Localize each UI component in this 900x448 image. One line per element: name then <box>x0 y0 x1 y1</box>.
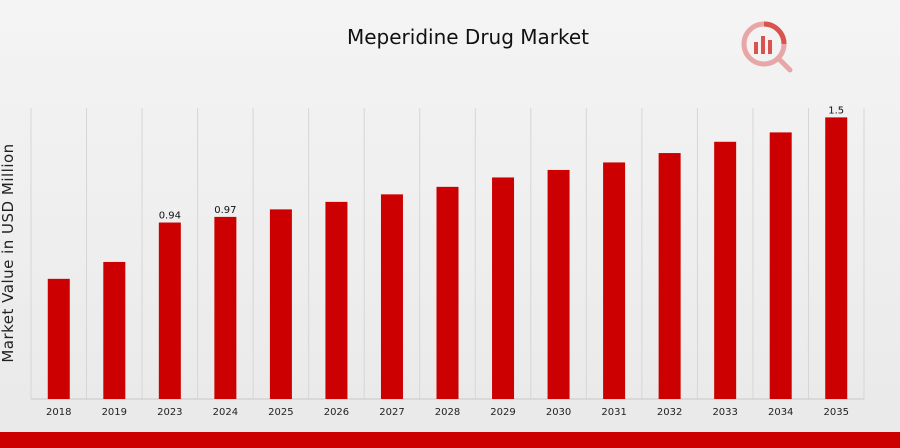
x-tick-label: 2033 <box>712 407 737 418</box>
x-tick-label: 2018 <box>46 407 71 418</box>
x-tick-label: 2028 <box>435 407 460 418</box>
bar-2029 <box>492 177 515 399</box>
bar-2034 <box>769 132 792 400</box>
grid <box>30 108 865 399</box>
value-label-2023: 0.94 <box>159 211 181 222</box>
bar-2026 <box>325 201 348 399</box>
x-tick-label: 2031 <box>601 407 626 418</box>
bar-2032 <box>658 153 681 399</box>
bar-2024 <box>214 216 237 399</box>
x-tick-label: 2032 <box>657 407 682 418</box>
bar-2019 <box>103 261 126 399</box>
x-tick-label: 2034 <box>768 407 793 418</box>
y-axis-label: Market Value in USD Million <box>0 143 17 362</box>
footer-bar <box>0 432 900 448</box>
x-tick-label: 2035 <box>824 407 849 418</box>
bar-2035 <box>825 117 848 400</box>
x-tick-label: 2025 <box>268 407 293 418</box>
x-tick-label: 2023 <box>157 407 182 418</box>
value-label-2024: 0.97 <box>214 205 236 216</box>
x-tick-label: 2027 <box>379 407 404 418</box>
x-tick-label: 2026 <box>324 407 349 418</box>
x-tick-labels: 2018 2019 2023 2024 2025 2026 2027 2028 2029 2030… <box>46 407 849 418</box>
bar-2033 <box>714 141 737 399</box>
x-tick-label: 2030 <box>546 407 571 418</box>
bar-2028 <box>436 186 459 399</box>
value-label-2035: 1.5 <box>828 105 844 116</box>
bar-2027 <box>380 194 403 399</box>
market-research-logo-icon <box>741 21 793 73</box>
bar-2018 <box>47 278 70 399</box>
chart-title: Meperidine Drug Market <box>347 25 589 49</box>
bars <box>47 117 848 400</box>
value-labels: 0.94 0.97 1.5 <box>159 105 844 221</box>
x-tick-label: 2019 <box>102 407 127 418</box>
x-tick-label: 2029 <box>490 407 515 418</box>
bar-2030 <box>547 169 570 399</box>
x-tick-label: 2024 <box>213 407 238 418</box>
bar-2025 <box>269 209 292 399</box>
bar-2023 <box>158 222 181 399</box>
bar-2031 <box>603 162 626 399</box>
